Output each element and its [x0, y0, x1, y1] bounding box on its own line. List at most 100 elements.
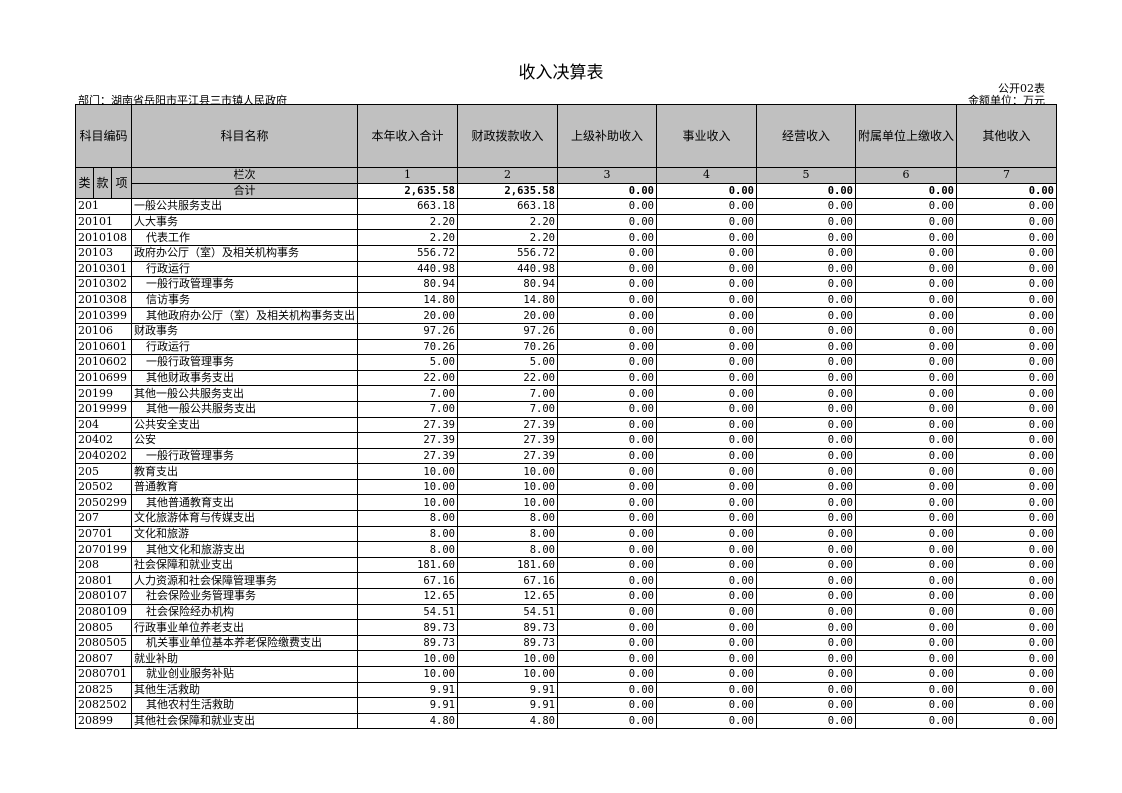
amount-cell: 80.94: [357, 276, 458, 293]
subject-name: 就业补助: [131, 650, 358, 667]
amount-cell: 0.00: [557, 666, 657, 683]
amount-cell: 0.00: [557, 276, 657, 293]
subject-name: 文化和旅游: [131, 525, 358, 543]
subject-code: 20805: [75, 619, 132, 636]
subject-name: 机关事业单位基本养老保险缴费支出: [131, 634, 358, 652]
subject-name: 一般行政管理事务: [131, 354, 358, 371]
table-row: 20807 就业补助 10.00 10.00 0.00 0.00 0.00 0.00 0.00: [75, 650, 1058, 667]
amount-cell: 14.80: [357, 291, 458, 309]
header-col-4: 事业收入: [656, 104, 757, 168]
header-col-5: 经营收入: [756, 104, 856, 168]
subject-code: 20825: [75, 681, 132, 699]
table-row: 207 文化旅游体育与传媒支出 8.00 8.00 0.00 0.00 0.00 0.00 0.…: [75, 510, 1058, 527]
subject-code: 20807: [75, 650, 132, 667]
amount-cell: 0.00: [756, 213, 856, 231]
amount-cell: 2.20: [457, 229, 558, 246]
amount-cell: 0.00: [956, 666, 1058, 683]
amount-cell: 0.00: [956, 650, 1058, 667]
table-row: 2040202 一般行政管理事务 27.39 27.39 0.00 0.00 0.00 0.0…: [75, 447, 1058, 465]
amount-cell: 0.00: [656, 510, 757, 527]
amount-cell: 10.00: [357, 463, 458, 480]
amount-cell: 0.00: [656, 385, 757, 402]
amount-cell: 0.00: [756, 260, 856, 278]
table-row: 2082502 其他农村生活救助 9.91 9.91 0.00 0.00 0.00 0.00 0…: [75, 697, 1058, 714]
amount-cell: 27.39: [457, 416, 558, 434]
amount-cell: 0.00: [656, 276, 757, 293]
amount-cell: 0.00: [656, 603, 757, 621]
amount-cell: 5.00: [457, 354, 558, 371]
amount-cell: 0.00: [854, 213, 958, 231]
subject-code: 2019999: [75, 400, 132, 418]
subject-code: 204: [75, 416, 132, 434]
table-row: 20801 人力资源和社会保障管理事务 67.16 67.16 0.00 0.00 0.00…: [75, 572, 1058, 590]
amount-cell: 0.00: [756, 572, 856, 590]
total-cell: 0.00: [956, 182, 1058, 200]
subject-name: 代表工作: [131, 229, 358, 246]
amount-cell: 0.00: [756, 385, 856, 402]
amount-cell: 0.00: [557, 556, 657, 574]
amount-cell: 0.00: [854, 244, 958, 262]
table-row: 20825 其他生活救助 9.91 9.91 0.00 0.00 0.00 0.00 0.00: [75, 681, 1058, 699]
table-row: 20402 公安 27.39 27.39 0.00 0.00 0.00 0.00 0.00: [75, 432, 1058, 449]
amount-cell: 0.00: [956, 276, 1058, 293]
amount-cell: 0.00: [557, 681, 657, 699]
amount-cell: 8.00: [457, 510, 558, 527]
table-row: 2010699 其他财政事务支出 22.00 22.00 0.00 0.00 0.00 0.0…: [75, 369, 1058, 387]
subject-code: 2080505: [75, 634, 132, 652]
amount-cell: 0.00: [854, 666, 958, 683]
amount-cell: 0.00: [956, 541, 1058, 558]
amount-cell: 67.16: [457, 572, 558, 590]
amount-cell: 20.00: [457, 307, 558, 324]
amount-cell: 8.00: [357, 510, 458, 527]
table-row: 20101 人大事务 2.20 2.20 0.00 0.00 0.00 0.00 0.00: [75, 213, 1058, 231]
subject-code: 2010399: [75, 307, 132, 324]
amount-cell: 0.00: [756, 650, 856, 667]
amount-cell: 181.60: [357, 556, 458, 574]
amount-cell: 0.00: [956, 307, 1058, 324]
amount-cell: 0.00: [854, 229, 958, 246]
table-row: 2080107 社会保险业务管理事务 12.65 12.65 0.00 0.00 0.00 0…: [75, 588, 1058, 605]
subject-name: 教育支出: [131, 463, 358, 480]
amount-cell: 0.00: [854, 588, 958, 605]
amount-cell: 0.00: [854, 510, 958, 527]
table-row: 20103 政府办公厅（室）及相关机构事务 556.72 556.72 0.00 0.00…: [75, 244, 1058, 262]
amount-cell: 10.00: [457, 478, 558, 496]
amount-cell: 7.00: [457, 400, 558, 418]
amount-cell: 0.00: [854, 291, 958, 309]
amount-cell: 0.00: [854, 338, 958, 356]
total-cell: 0.00: [656, 182, 757, 200]
amount-cell: 0.00: [854, 494, 958, 512]
amount-cell: 0.00: [557, 510, 657, 527]
amount-cell: 0.00: [756, 322, 856, 340]
amount-cell: 9.91: [457, 697, 558, 714]
amount-cell: 0.00: [854, 697, 958, 714]
amount-cell: 0.00: [956, 634, 1058, 652]
amount-cell: 0.00: [854, 525, 958, 543]
amount-unit-label: 金额单位：万元: [968, 94, 1045, 107]
amount-cell: 0.00: [854, 354, 958, 371]
amount-cell: 0.00: [656, 634, 757, 652]
subject-code: 20402: [75, 432, 132, 449]
amount-cell: 0.00: [656, 494, 757, 512]
subject-code: 20106: [75, 322, 132, 340]
total-cell: 2,635.58: [357, 182, 458, 200]
amount-cell: 7.00: [357, 385, 458, 402]
amount-cell: 0.00: [557, 603, 657, 621]
subject-name: 其他社会保障和就业支出: [131, 712, 358, 730]
amount-cell: 0.00: [956, 603, 1058, 621]
subject-name: 其他政府办公厅（室）及相关机构事务支出: [131, 307, 358, 324]
amount-cell: 0.00: [656, 556, 757, 574]
page-title: 收入决算表: [518, 63, 604, 83]
subject-code: 2080109: [75, 603, 132, 621]
amount-cell: 0.00: [557, 447, 657, 465]
table-row: 2010601 行政运行 70.26 70.26 0.00 0.00 0.00 0.00 0.0…: [75, 338, 1058, 356]
amount-cell: 0.00: [656, 588, 757, 605]
amount-cell: 0.00: [756, 697, 856, 714]
total-cell: 2,635.58: [457, 182, 558, 200]
amount-cell: 0.00: [557, 213, 657, 231]
amount-cell: 0.00: [557, 416, 657, 434]
amount-cell: 0.00: [956, 260, 1058, 278]
subject-name: 就业创业服务补贴: [131, 666, 358, 683]
amount-cell: 4.80: [457, 712, 558, 730]
amount-cell: 0.00: [956, 463, 1058, 480]
